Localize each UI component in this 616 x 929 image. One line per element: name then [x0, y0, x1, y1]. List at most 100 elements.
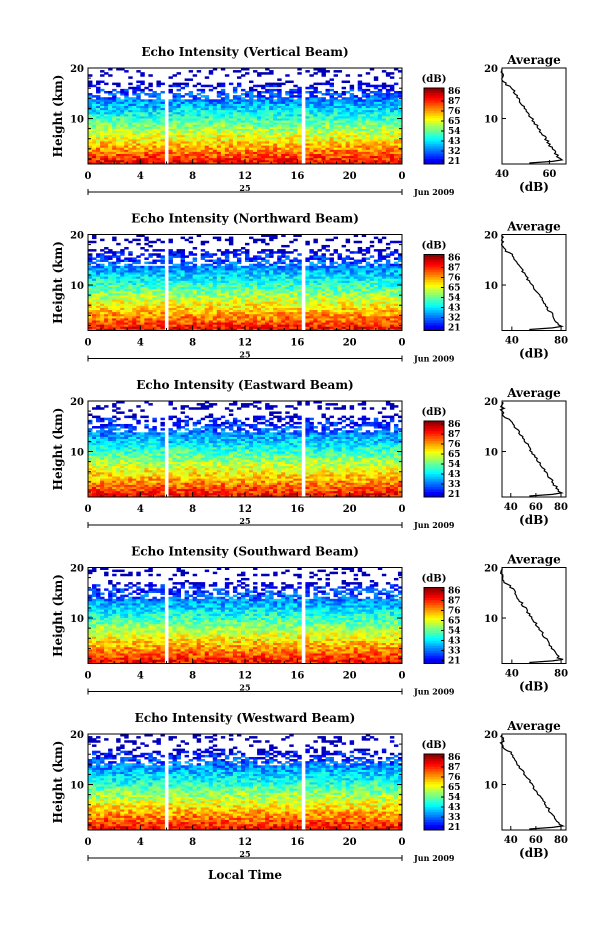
heatmap-cell [140, 153, 145, 157]
heatmap-cell [152, 147, 157, 150]
heatmap-cell [148, 261, 153, 265]
heatmap-cell [253, 263, 258, 267]
heatmap-cell [172, 138, 177, 142]
heatmap-cell [216, 113, 222, 117]
heatmap-cell [108, 107, 113, 111]
heatmap-cell [281, 116, 286, 119]
heatmap-cell [377, 126, 383, 129]
heatmap-cell [172, 116, 177, 119]
heatmap-cell [389, 134, 395, 138]
heatmap-cell [325, 136, 330, 140]
heatmap-cell [200, 109, 206, 113]
heatmap-cell [232, 99, 238, 102]
heatmap-cell [148, 103, 153, 106]
heatmap-cell [148, 105, 153, 109]
heatmap-cell [265, 111, 270, 115]
heatmap-cell [325, 105, 330, 109]
heatmap-cell [305, 153, 310, 157]
heatmap-cell [116, 109, 121, 113]
heatmap-cell [329, 153, 334, 157]
heatmap-cell [228, 126, 234, 129]
heatmap-cell [277, 138, 282, 142]
heatmap-cell [361, 149, 367, 152]
heatmap-cell [112, 153, 117, 157]
heatmap-cell [257, 238, 262, 242]
heatmap-cell [136, 88, 141, 92]
heatmap-cell [104, 299, 109, 302]
heatmap-cell [220, 136, 226, 140]
heatmap-cell [349, 124, 355, 127]
heatmap-cell [208, 143, 214, 146]
heatmap-cell [100, 305, 105, 308]
heatmap-cell [341, 134, 347, 138]
heatmap-cell [257, 95, 262, 98]
heatmap-cell [333, 105, 338, 109]
heatmap-cell [116, 134, 121, 138]
heatmap-cell [273, 84, 278, 88]
heatmap-cell [273, 93, 278, 96]
heatmap-cell [120, 68, 125, 71]
heatmap-cell [196, 143, 202, 146]
heatmap-cell [100, 282, 105, 285]
heatmap-cell [104, 159, 109, 163]
heatmap-cell [265, 124, 270, 127]
heatmap-cell [148, 155, 153, 159]
heatmap-cell [92, 309, 97, 313]
heatmap-cell [285, 263, 290, 267]
heatmap-cell [88, 303, 93, 306]
heatmap-cell [132, 111, 137, 115]
heatmap-cell [88, 155, 93, 159]
heatmap-cell [389, 153, 395, 157]
heatmap-cell [273, 99, 278, 102]
heatmap-cell [88, 288, 93, 292]
heatmap-cell [216, 236, 222, 240]
heatmap-cell [369, 95, 375, 98]
heatmap-cell [333, 153, 338, 157]
heatmap-cell [232, 136, 238, 140]
heatmap-cell [200, 130, 206, 134]
heatmap-cell [337, 149, 343, 152]
heatmap-cell [108, 149, 113, 152]
heatmap-cell [265, 122, 270, 125]
heatmap-cell [216, 116, 222, 119]
heatmap-cell [200, 116, 206, 119]
heatmap-cell [232, 95, 238, 98]
heatmap-cell [176, 111, 181, 115]
heatmap-cell [100, 105, 105, 109]
heatmap-cell [249, 263, 254, 267]
heatmap-cell [285, 107, 290, 111]
heatmap-cell [172, 151, 177, 154]
heatmap-cell [100, 74, 105, 77]
heatmap-cell [224, 122, 230, 125]
heatmap-cell [208, 105, 214, 109]
heatmap-cell [116, 147, 121, 150]
heatmap-cell [297, 105, 302, 109]
heatmap-cell [104, 120, 109, 123]
heatmap-cell [220, 107, 226, 111]
heatmap-cell [132, 124, 137, 127]
heatmap-cell [108, 307, 113, 311]
heatmap-cell [277, 147, 282, 150]
heatmap-cell [257, 124, 262, 127]
heatmap-cell [140, 80, 145, 84]
heatmap-cell [112, 274, 117, 277]
heatmap-cell [337, 120, 343, 123]
heatmap-cell [313, 90, 318, 94]
heatmap-cell [100, 303, 105, 306]
heatmap-cell [329, 84, 334, 88]
heatmap-cell [108, 313, 113, 317]
heatmap-cell [269, 141, 274, 144]
heatmap-cell [385, 130, 391, 134]
heatmap-cell [208, 130, 214, 134]
heatmap-cell [104, 274, 109, 277]
heatmap-cell [329, 103, 334, 106]
heatmap-cell [88, 136, 93, 140]
heatmap-cell [128, 118, 133, 121]
heatmap-cell [96, 269, 101, 273]
heatmap-cell [236, 145, 242, 148]
heatmap-cell [305, 120, 310, 123]
heatmap-cell [136, 86, 141, 90]
heatmap-cell [369, 138, 375, 142]
heatmap-cell [208, 70, 214, 73]
